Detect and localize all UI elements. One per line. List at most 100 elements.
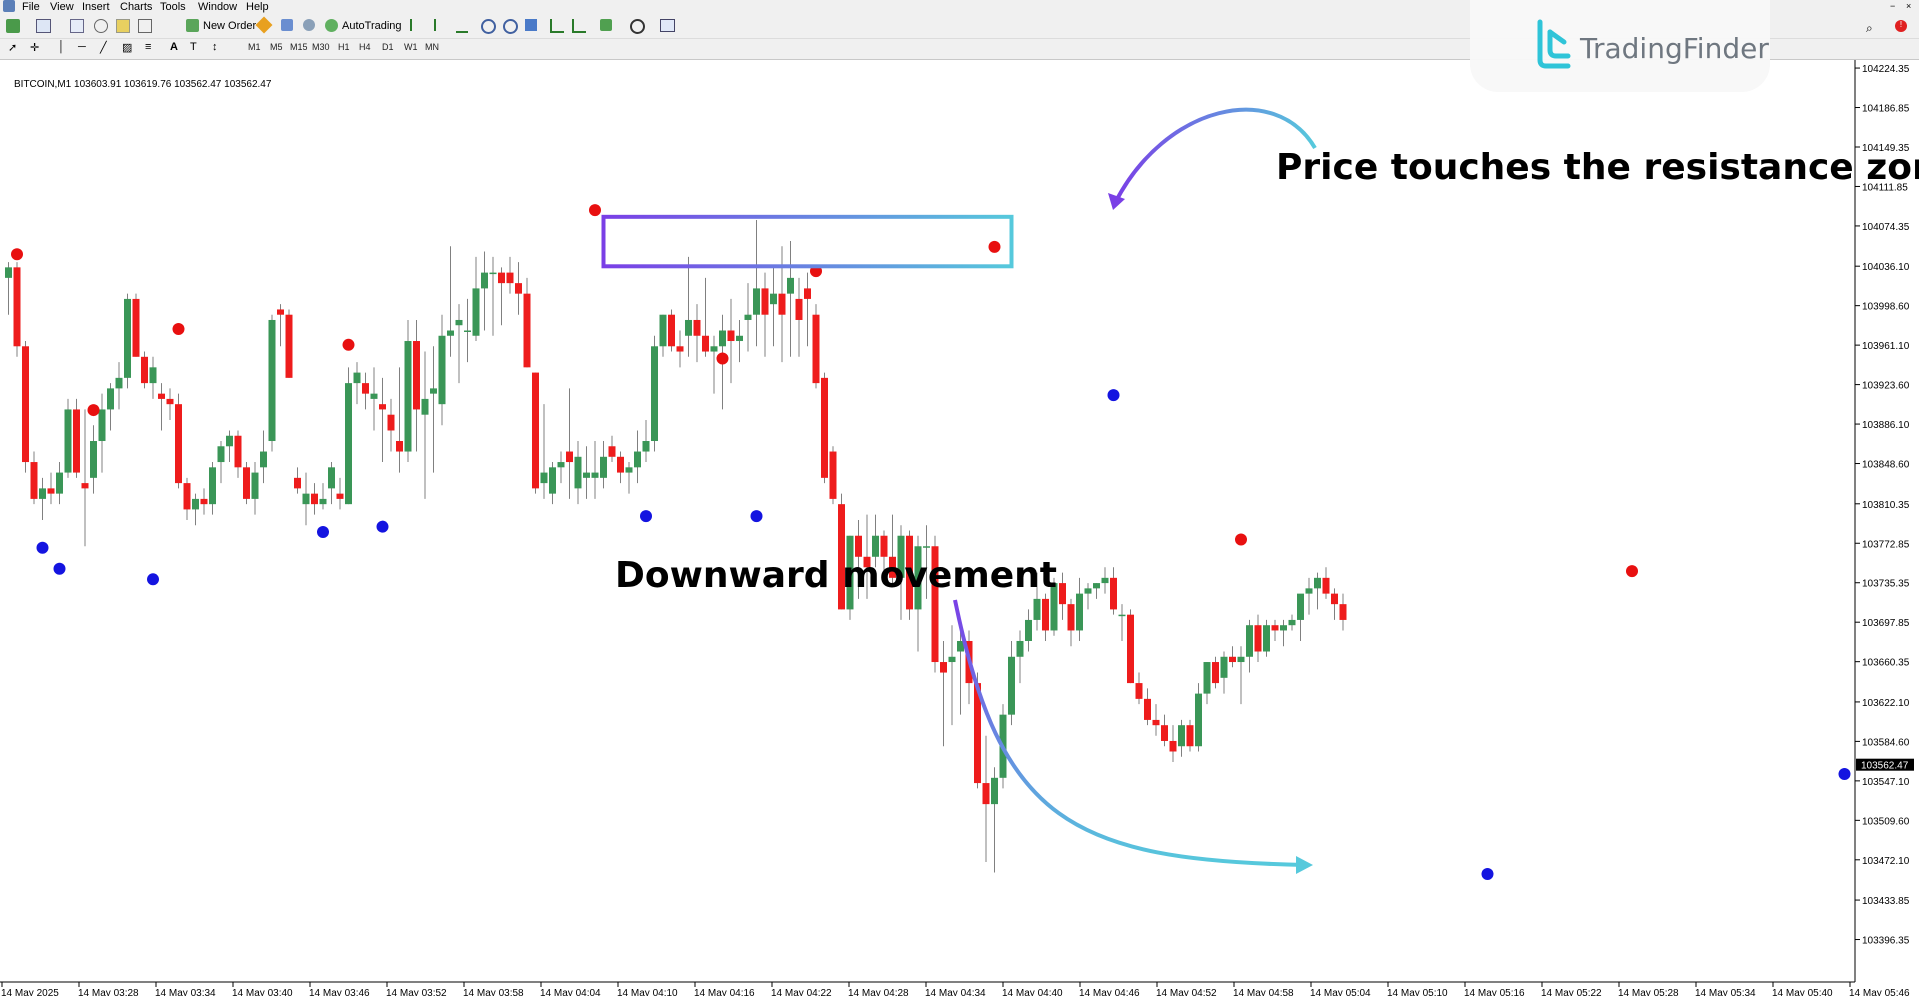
text-icon[interactable]: A bbox=[170, 41, 178, 53]
candle-body bbox=[1008, 656, 1015, 715]
bottom-fractal-dot bbox=[1107, 389, 1120, 402]
fibonacci-icon[interactable]: ≡ bbox=[145, 41, 152, 53]
tester-icon[interactable] bbox=[138, 19, 152, 33]
price-chart[interactable]: BITCOIN,M1 103603.91 103619.76 103562.47… bbox=[0, 60, 1919, 996]
candle-body bbox=[472, 288, 480, 336]
candlestick-icon[interactable] bbox=[434, 19, 448, 31]
timeframe-w1[interactable]: W1 bbox=[404, 42, 418, 52]
candle-body bbox=[1229, 656, 1236, 663]
crosshair-icon[interactable]: ✛ bbox=[30, 42, 40, 54]
market-icon[interactable] bbox=[303, 19, 315, 31]
menu-window[interactable]: Window bbox=[198, 1, 238, 13]
price-tick-label: 104036.10 bbox=[1862, 262, 1910, 273]
text-label-icon[interactable]: T bbox=[190, 41, 197, 53]
price-tick-label: 103886.10 bbox=[1862, 420, 1910, 431]
new-chart-icon[interactable] bbox=[6, 19, 20, 33]
cursor-icon[interactable]: ➚ bbox=[8, 42, 18, 54]
periods-icon[interactable] bbox=[630, 19, 645, 34]
time-tick-label: 14 May 04:40 bbox=[1002, 988, 1063, 996]
trendline-icon[interactable]: ╱ bbox=[100, 42, 107, 54]
menu-charts[interactable]: Charts bbox=[120, 1, 153, 13]
terminal-icon[interactable] bbox=[116, 19, 130, 33]
menu-insert[interactable]: Insert bbox=[82, 1, 110, 13]
market-watch-icon[interactable] bbox=[70, 19, 84, 33]
candle-body bbox=[1016, 640, 1024, 657]
bottom-fractal-dot bbox=[36, 541, 49, 554]
arrows-icon[interactable]: ↕ bbox=[212, 41, 218, 53]
menu-help[interactable]: Help bbox=[246, 1, 269, 13]
horizontal-line-icon[interactable]: ─ bbox=[78, 41, 86, 53]
zoom-out-icon[interactable] bbox=[503, 19, 518, 34]
candle-body bbox=[209, 467, 216, 505]
metaeditor-icon[interactable] bbox=[255, 16, 273, 34]
navigator-icon[interactable] bbox=[94, 19, 108, 33]
candle-body bbox=[1042, 598, 1049, 631]
candle bbox=[421, 351, 429, 499]
menu-view[interactable]: View bbox=[50, 1, 74, 13]
vertical-line-icon[interactable]: │ bbox=[58, 41, 65, 53]
candle-body bbox=[1271, 625, 1279, 631]
candle bbox=[829, 446, 837, 505]
timeframe-h1[interactable]: H1 bbox=[338, 42, 350, 52]
bottom-fractal-dot bbox=[53, 562, 66, 575]
time-tick-label: 14 May 04:28 bbox=[848, 988, 909, 996]
profiles-icon[interactable] bbox=[36, 19, 51, 33]
chart-shift-icon[interactable] bbox=[550, 19, 564, 33]
timeframe-m15[interactable]: M15 bbox=[290, 42, 308, 52]
minimize-button[interactable]: − bbox=[1890, 1, 1896, 11]
candle bbox=[132, 293, 140, 357]
downward-arrow bbox=[953, 599, 1306, 867]
top-fractal-dot bbox=[988, 240, 1001, 253]
candle bbox=[982, 735, 990, 863]
signals-icon[interactable] bbox=[281, 19, 293, 31]
candle-body bbox=[1161, 725, 1168, 741]
bar-chart-icon[interactable] bbox=[410, 19, 424, 31]
autotrading-icon[interactable] bbox=[325, 19, 338, 32]
timeframe-m5[interactable]: M5 bbox=[270, 42, 283, 52]
candle bbox=[1280, 619, 1287, 647]
timeframe-m1[interactable]: M1 bbox=[248, 42, 261, 52]
line-chart-icon[interactable] bbox=[456, 19, 468, 33]
price-tick-label: 103998.60 bbox=[1862, 302, 1910, 313]
candle bbox=[991, 767, 998, 873]
search-icon[interactable]: ⌕ bbox=[1866, 21, 1873, 35]
candle bbox=[1237, 646, 1245, 705]
candle-body bbox=[1288, 619, 1296, 626]
close-button[interactable]: × bbox=[1906, 1, 1912, 11]
notifications-icon[interactable]: ! bbox=[1895, 20, 1907, 32]
autotrading-button[interactable]: AutoTrading bbox=[342, 20, 402, 32]
candle bbox=[872, 514, 879, 568]
menu-file[interactable]: File bbox=[22, 1, 40, 13]
timeframe-mn[interactable]: MN bbox=[425, 42, 439, 52]
time-tick-label: 14 May 05:04 bbox=[1310, 988, 1371, 996]
tile-windows-icon[interactable] bbox=[525, 19, 537, 31]
new-order-button[interactable]: New Order bbox=[203, 20, 257, 32]
timeframe-h4[interactable]: H4 bbox=[359, 42, 371, 52]
candle bbox=[1110, 567, 1117, 615]
timeframe-m30[interactable]: M30 bbox=[312, 42, 330, 52]
indicators-icon[interactable] bbox=[600, 19, 612, 31]
zoom-in-icon[interactable] bbox=[481, 19, 496, 34]
new-order-icon[interactable] bbox=[186, 19, 199, 32]
candle bbox=[285, 309, 293, 378]
candle bbox=[1144, 688, 1151, 726]
candle bbox=[617, 451, 624, 484]
candle bbox=[81, 409, 89, 547]
time-tick-label: 14 May 03:52 bbox=[386, 988, 447, 996]
candle-body bbox=[115, 377, 123, 389]
menu-tools[interactable]: Tools bbox=[160, 1, 186, 13]
templates-icon[interactable] bbox=[660, 19, 675, 32]
price-tick-label: 103547.10 bbox=[1862, 777, 1910, 788]
candle-body bbox=[481, 272, 488, 289]
channel-icon[interactable]: ▨ bbox=[122, 42, 133, 54]
candle bbox=[1254, 614, 1262, 663]
candle-body bbox=[889, 556, 896, 578]
candle bbox=[770, 267, 777, 347]
time-tick-label: 14 May 05:10 bbox=[1387, 988, 1448, 996]
price-tick-label: 103735.35 bbox=[1862, 579, 1910, 590]
price-tick-label: 104186.85 bbox=[1862, 104, 1910, 115]
candle bbox=[1339, 593, 1347, 631]
timeframe-d1[interactable]: D1 bbox=[382, 42, 394, 52]
autoscroll-icon[interactable] bbox=[572, 19, 586, 33]
candle-body bbox=[336, 493, 344, 499]
